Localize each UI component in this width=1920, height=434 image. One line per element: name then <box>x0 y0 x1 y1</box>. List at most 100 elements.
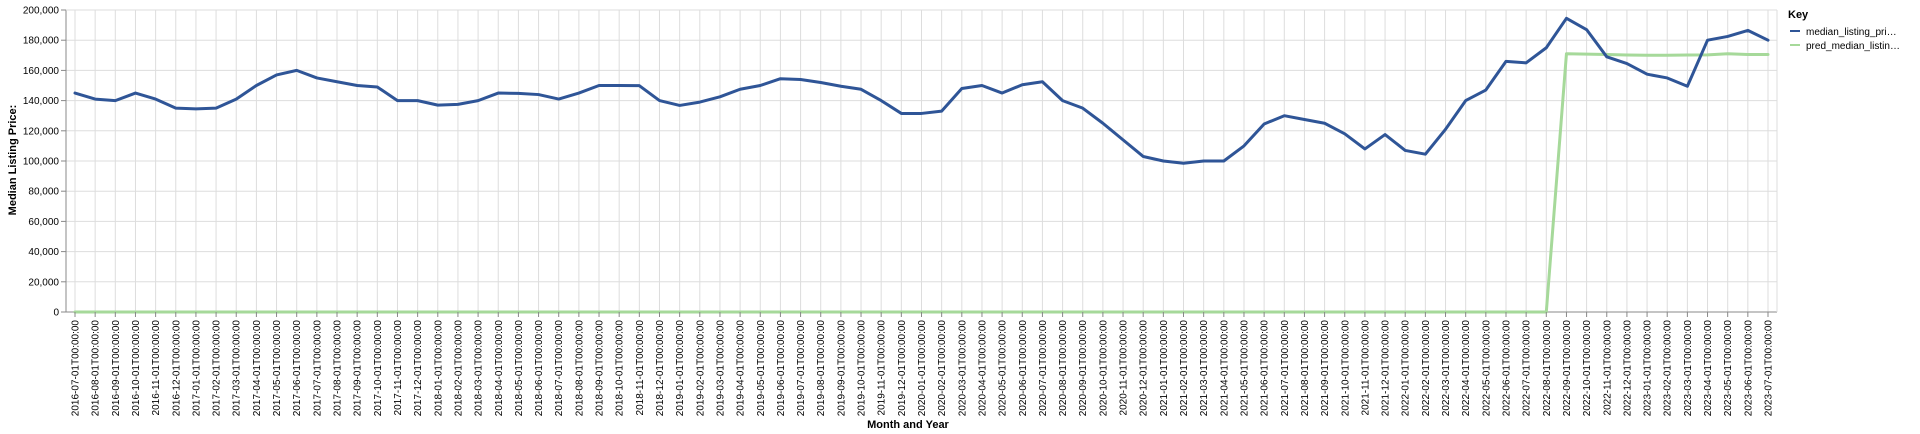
y-tick-label: 80,000 <box>28 187 59 198</box>
x-tick-label: 2018-12-01T00:00:00 <box>655 320 666 417</box>
y-axis: 0 20,000 40,000 60,000 80,000 100,000 120,000 1… <box>23 6 66 319</box>
y-tick-label: 180,000 <box>23 36 60 47</box>
x-tick-label: 2022-01-01T00:00:00 <box>1401 320 1412 417</box>
x-tick-label: 2021-10-01T00:00:00 <box>1340 320 1351 417</box>
x-tick-label: 2022-09-01T00:00:00 <box>1562 320 1573 417</box>
x-tick-label: 2017-02-01T00:00:00 <box>212 320 223 417</box>
x-tick-label: 2021-09-01T00:00:00 <box>1320 320 1331 417</box>
x-tick-label: 2023-06-01T00:00:00 <box>1743 320 1754 417</box>
x-tick-label: 2019-06-01T00:00:00 <box>776 320 787 417</box>
x-tick-label: 2019-07-01T00:00:00 <box>796 320 807 417</box>
x-tick-label: 2018-02-01T00:00:00 <box>453 320 464 417</box>
x-tick-label: 2018-01-01T00:00:00 <box>433 320 444 417</box>
x-tick-label: 2021-02-01T00:00:00 <box>1179 320 1190 417</box>
legend: Key median_listing_pri… pred_median_list… <box>1788 9 1900 52</box>
x-tick-label: 2019-11-01T00:00:00 <box>877 320 888 416</box>
x-tick-label: 2020-03-01T00:00:00 <box>957 320 968 417</box>
x-tick-label: 2017-03-01T00:00:00 <box>232 320 243 417</box>
x-tick-label: 2023-05-01T00:00:00 <box>1723 320 1734 417</box>
x-tick-label: 2016-10-01T00:00:00 <box>131 320 142 417</box>
legend-label-median: median_listing_pri… <box>1806 27 1897 38</box>
x-tick-label: 2022-08-01T00:00:00 <box>1542 320 1553 417</box>
x-tick-label: 2022-04-01T00:00:00 <box>1461 320 1472 417</box>
x-tick-label: 2021-11-01T00:00:00 <box>1360 320 1371 416</box>
y-tick-label: 140,000 <box>23 96 60 107</box>
x-tick-label: 2020-05-01T00:00:00 <box>998 320 1009 417</box>
y-tick-label: 20,000 <box>28 277 59 288</box>
x-tick-label: 2018-11-01T00:00:00 <box>635 320 646 416</box>
x-tick-label: 2017-12-01T00:00:00 <box>413 320 424 417</box>
x-tick-label: 2017-07-01T00:00:00 <box>312 320 323 417</box>
x-tick-label: 2017-01-01T00:00:00 <box>191 320 202 417</box>
x-tick-label: 2017-10-01T00:00:00 <box>373 320 384 417</box>
x-tick-label: 2018-06-01T00:00:00 <box>534 320 545 417</box>
x-tick-label: 2020-10-01T00:00:00 <box>1098 320 1109 417</box>
x-tick-label: 2021-05-01T00:00:00 <box>1239 320 1250 417</box>
series-line-median-listing-price <box>73 16 1770 165</box>
x-tick-label: 2021-06-01T00:00:00 <box>1260 320 1271 417</box>
y-tick-label: 100,000 <box>23 157 60 168</box>
x-tick-label: 2020-02-01T00:00:00 <box>937 320 948 417</box>
x-tick-label: 2019-12-01T00:00:00 <box>897 320 908 417</box>
x-tick-label: 2019-01-01T00:00:00 <box>675 320 686 417</box>
y-tick-label: 0 <box>53 308 59 319</box>
x-tick-label: 2022-06-01T00:00:00 <box>1501 320 1512 417</box>
x-tick-label: 2019-10-01T00:00:00 <box>857 320 868 417</box>
x-tick-label: 2022-12-01T00:00:00 <box>1622 320 1633 417</box>
x-tick-label: 2022-10-01T00:00:00 <box>1582 320 1593 417</box>
x-tick-label: 2023-07-01T00:00:00 <box>1764 320 1775 417</box>
x-tick-label: 2016-09-01T00:00:00 <box>111 320 122 417</box>
x-tick-label: 2016-11-01T00:00:00 <box>151 320 162 416</box>
y-tick-label: 160,000 <box>23 66 60 77</box>
x-tick-label: 2022-05-01T00:00:00 <box>1481 320 1492 417</box>
x-tick-label: 2021-07-01T00:00:00 <box>1280 320 1291 417</box>
x-tick-label: 2016-08-01T00:00:00 <box>91 320 102 417</box>
x-tick-label: 2023-03-01T00:00:00 <box>1683 320 1694 417</box>
x-tick-label: 2016-12-01T00:00:00 <box>171 320 182 417</box>
x-tick-label: 2019-04-01T00:00:00 <box>736 320 747 417</box>
x-tick-label: 2017-09-01T00:00:00 <box>353 320 364 417</box>
x-tick-label: 2020-07-01T00:00:00 <box>1038 320 1049 417</box>
x-tick-label: 2020-04-01T00:00:00 <box>977 320 988 417</box>
x-tick-label: 2020-09-01T00:00:00 <box>1078 320 1089 417</box>
x-tick-label: 2018-07-01T00:00:00 <box>554 320 565 417</box>
x-tick-label: 2019-08-01T00:00:00 <box>816 320 827 417</box>
legend-label-pred: pred_median_listin… <box>1806 41 1900 52</box>
x-axis-title: Month and Year <box>867 419 949 431</box>
y-axis-title: Median Listing Price: <box>7 105 19 216</box>
x-tick-label: 2018-03-01T00:00:00 <box>474 320 485 417</box>
x-tick-label: 2018-09-01T00:00:00 <box>595 320 606 417</box>
x-tick-label: 2018-08-01T00:00:00 <box>574 320 585 417</box>
x-tick-label: 2019-02-01T00:00:00 <box>695 320 706 417</box>
x-tick-label: 2021-12-01T00:00:00 <box>1381 320 1392 417</box>
x-tick-label: 2019-03-01T00:00:00 <box>715 320 726 417</box>
x-tick-label: 2020-11-01T00:00:00 <box>1119 320 1130 416</box>
x-tick-label: 2018-05-01T00:00:00 <box>514 320 525 417</box>
x-tick-label: 2018-10-01T00:00:00 <box>615 320 626 417</box>
x-tick-label: 2017-08-01T00:00:00 <box>333 320 344 417</box>
x-tick-label: 2017-11-01T00:00:00 <box>393 320 404 416</box>
x-tick-label: 2020-12-01T00:00:00 <box>1139 320 1150 417</box>
x-tick-label: 2018-04-01T00:00:00 <box>494 320 505 417</box>
x-tick-label: 2023-02-01T00:00:00 <box>1663 320 1674 417</box>
x-tick-label: 2020-08-01T00:00:00 <box>1058 320 1069 417</box>
x-tick-label: 2022-03-01T00:00:00 <box>1441 320 1452 417</box>
x-axis: 2016-07-01T00:00:00 2016-08-01T00:00:00 20… <box>71 312 1775 416</box>
x-tick-label: 2017-05-01T00:00:00 <box>272 320 283 417</box>
x-tick-label: 2023-04-01T00:00:00 <box>1703 320 1714 417</box>
x-tick-label: 2019-05-01T00:00:00 <box>756 320 767 417</box>
x-tick-label: 2021-08-01T00:00:00 <box>1300 320 1311 417</box>
x-tick-label: 2022-11-01T00:00:00 <box>1602 320 1613 416</box>
x-tick-label: 2017-04-01T00:00:00 <box>252 320 263 417</box>
x-tick-label: 2023-01-01T00:00:00 <box>1643 320 1654 417</box>
x-tick-label: 2021-04-01T00:00:00 <box>1219 320 1230 417</box>
x-tick-label: 2016-07-01T00:00:00 <box>71 320 82 417</box>
y-tick-label: 60,000 <box>28 217 59 228</box>
x-tick-label: 2022-02-01T00:00:00 <box>1421 320 1432 417</box>
y-tick-label: 40,000 <box>28 247 59 258</box>
y-tick-label: 120,000 <box>23 126 60 137</box>
x-tick-label: 2017-06-01T00:00:00 <box>292 320 303 417</box>
x-tick-label: 2021-01-01T00:00:00 <box>1159 320 1170 417</box>
y-tick-label: 200,000 <box>23 6 60 17</box>
